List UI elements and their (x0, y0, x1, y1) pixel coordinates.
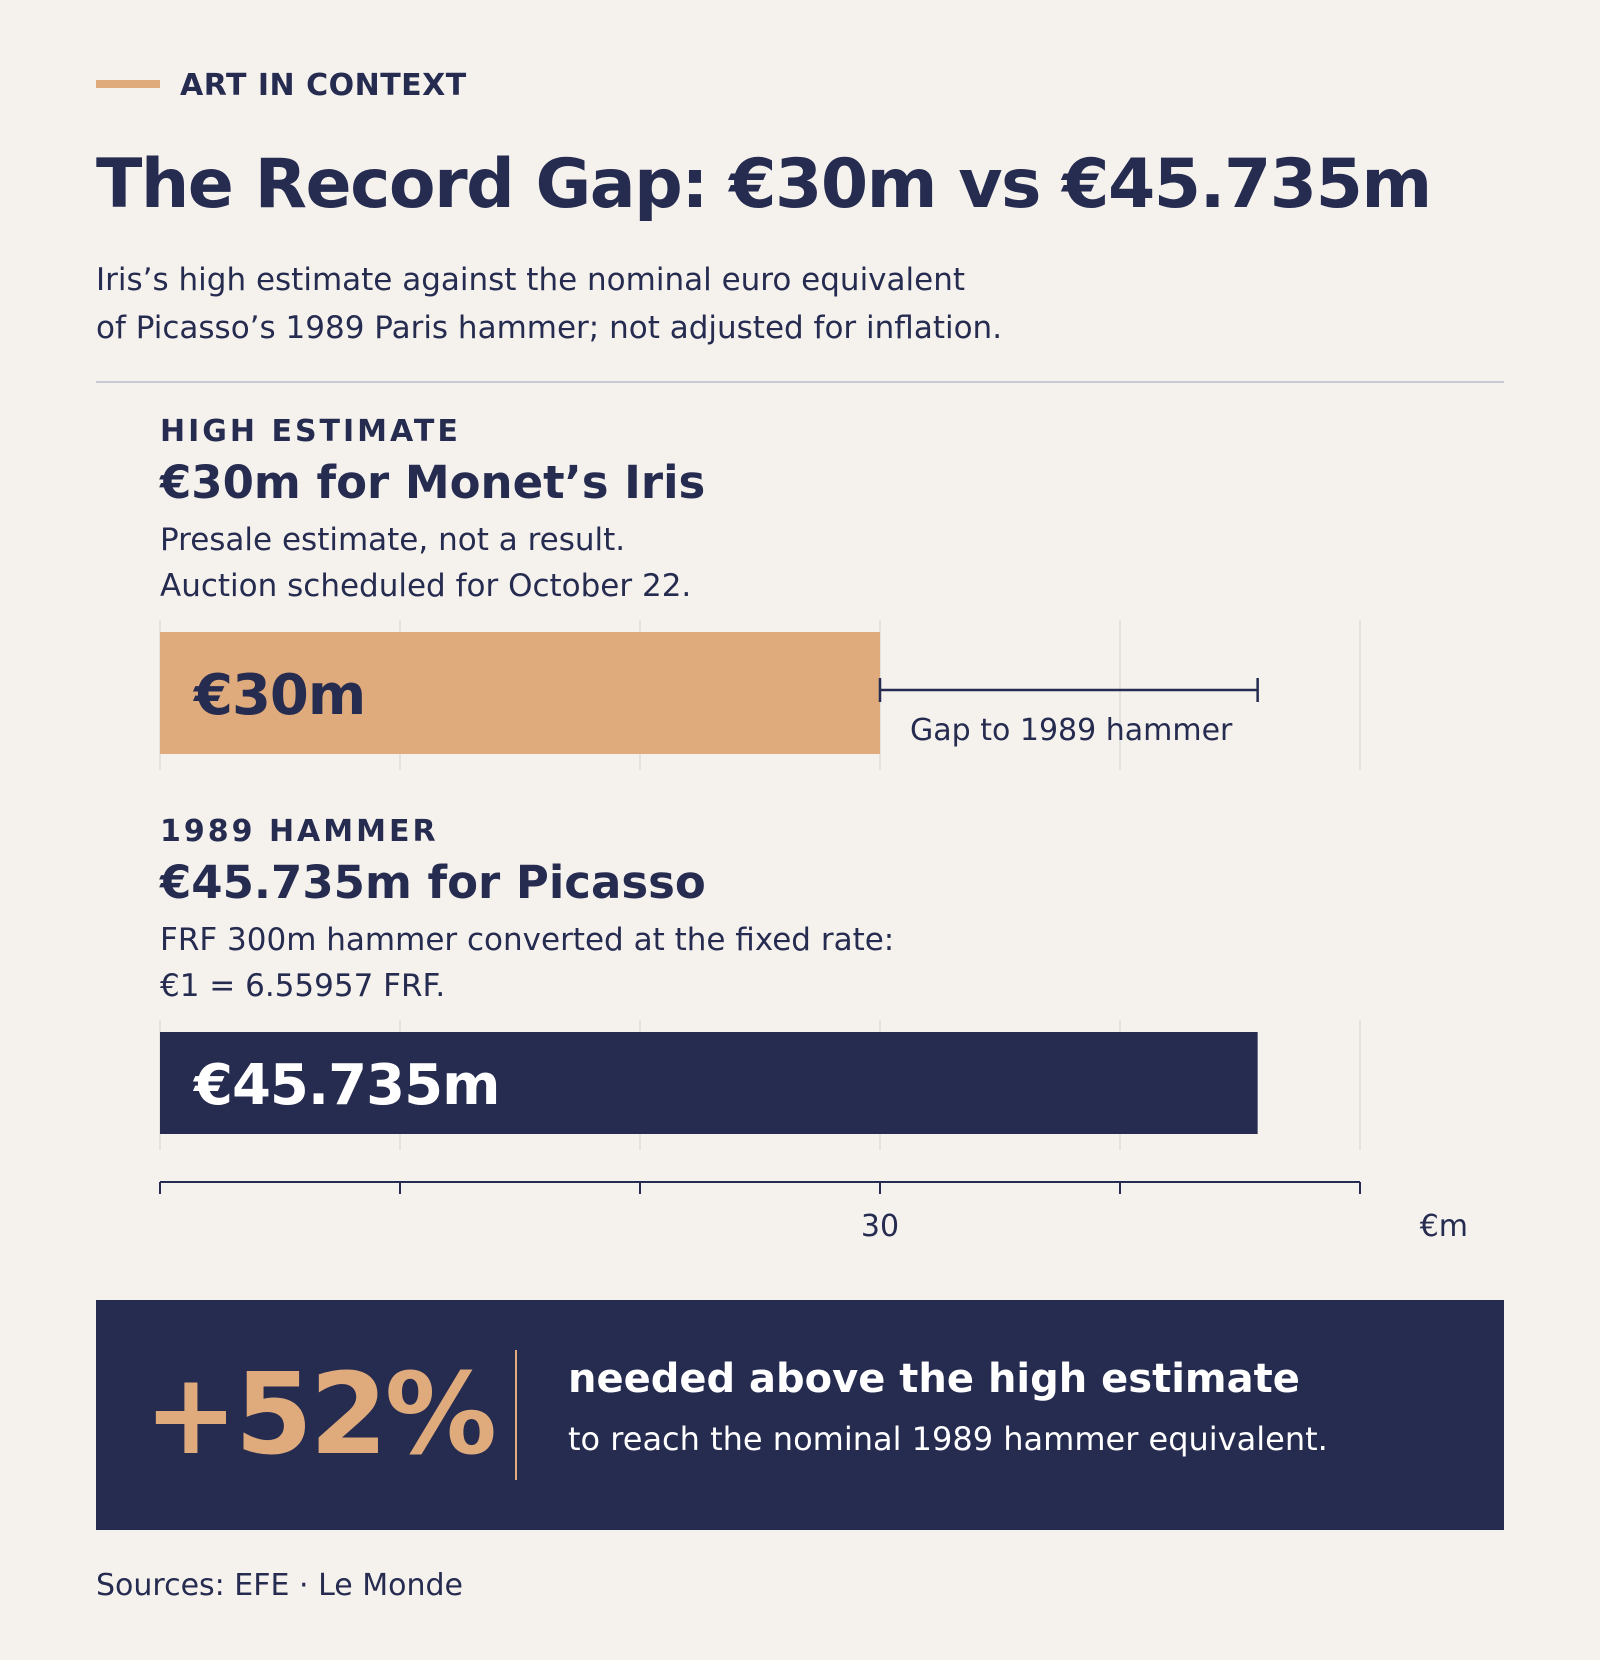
callout-divider (515, 1350, 517, 1480)
callout-headline: needed above the high estimate (568, 1356, 1300, 1402)
section-note-high-estimate: Presale estimate, not a result. Auction … (160, 517, 691, 609)
section-title-1989-hammer: €45.735m for Picasso (160, 856, 706, 909)
bar-high-estimate (160, 632, 880, 754)
section-note-line: Presale estimate, not a result. (160, 522, 626, 558)
x-axis-unit: €m (1420, 1209, 1468, 1244)
callout-box: +52% needed above the high estimate to r… (96, 1300, 1504, 1530)
x-tick-label: 30 (861, 1209, 899, 1244)
page-subtitle: Iris’s high estimate against the nominal… (96, 256, 1396, 352)
bar-value-label: €45.735m (192, 1053, 499, 1118)
gap-annotation-label: Gap to 1989 hammer (910, 713, 1233, 748)
bar-value-label: €30m (192, 663, 365, 728)
callout-percentage: +52% (144, 1350, 497, 1480)
subtitle-line: Iris’s high estimate against the nominal… (96, 262, 966, 298)
subtitle-line: of Picasso’s 1989 Paris hammer; not adju… (96, 310, 1003, 346)
sources-note: Sources: EFE · Le Monde (96, 1568, 464, 1603)
page-title: The Record Gap: €30m vs €45.735m (96, 145, 1432, 224)
bar-1989-hammer (160, 1032, 1258, 1134)
section-label-1989-hammer: 1989 HAMMER (160, 814, 439, 849)
kicker: ART IN CONTEXT (180, 68, 467, 103)
section-title-high-estimate: €30m for Monet’s Iris (160, 456, 706, 509)
section-note-line: €1 = 6.55957 FRF. (160, 968, 446, 1004)
section-note-line: Auction scheduled for October 22. (160, 568, 692, 604)
section-note-1989-hammer: FRF 300m hammer converted at the fixed r… (160, 917, 894, 1009)
section-note-line: FRF 300m hammer converted at the fixed r… (160, 922, 895, 958)
header-divider (96, 381, 1504, 383)
kicker-accent-bar (96, 80, 160, 88)
bar-chart: €30m €45.735m Gap to 1989 hammer 30 €m (159, 620, 1468, 1244)
section-label-high-estimate: HIGH ESTIMATE (160, 414, 461, 449)
callout-subline: to reach the nominal 1989 hammer equival… (568, 1420, 1328, 1458)
